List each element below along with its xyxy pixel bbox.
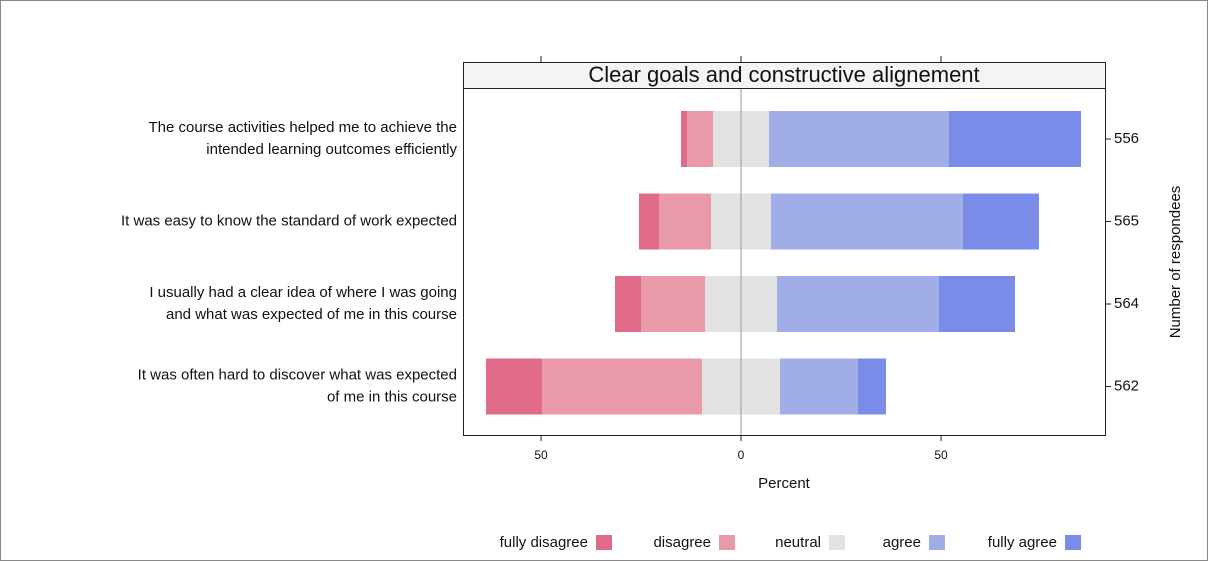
- y2-axis-label: Number of respondees: [1167, 186, 1184, 339]
- bar-segment: [777, 276, 939, 332]
- bar-segment: [769, 111, 949, 167]
- bar-segment: [771, 193, 963, 250]
- legend-label: fully agree: [988, 534, 1057, 551]
- legend-swatch: [719, 535, 735, 550]
- bar-segment: [486, 358, 542, 415]
- bar-segment: [681, 111, 687, 167]
- y2-tick-label: 562: [1114, 377, 1139, 394]
- x-tick-label: 50: [534, 448, 548, 462]
- y-tick-label: of me in this course: [327, 388, 457, 405]
- y2-tick-label: 556: [1114, 130, 1139, 147]
- bar-segment: [615, 276, 641, 332]
- panel: [463, 88, 1106, 436]
- bar-segment: [963, 193, 1039, 250]
- bar-segment: [858, 358, 886, 415]
- y2-tick-label: 565: [1114, 212, 1139, 229]
- x-tick-label: 0: [738, 448, 745, 462]
- bar-segment: [949, 111, 1081, 167]
- y-tick-label: It was easy to know the standard of work…: [121, 212, 457, 229]
- legend-swatch: [596, 535, 612, 550]
- legend-swatch: [829, 535, 845, 550]
- bar-segment: [780, 358, 858, 415]
- y2-tick-label: 564: [1114, 295, 1139, 312]
- legend-label: disagree: [653, 534, 711, 551]
- y-tick-label: and what was expected of me in this cour…: [166, 306, 457, 323]
- y-tick-label: It was often hard to discover what was e…: [138, 366, 457, 383]
- legend-label: agree: [883, 534, 921, 551]
- legend-swatch: [1065, 535, 1081, 550]
- bar-segment: [542, 358, 702, 415]
- bar-segment: [639, 193, 659, 250]
- x-axis-label: Percent: [758, 475, 811, 492]
- legend-label: fully disagree: [500, 534, 588, 551]
- y-tick-label: The course activities helped me to achie…: [148, 119, 457, 136]
- y-tick-label: intended learning outcomes efficiently: [206, 141, 457, 158]
- bar-segment: [659, 193, 711, 250]
- bar-segment: [939, 276, 1015, 332]
- x-tick-label: 50: [934, 448, 948, 462]
- bar-segment: [687, 111, 713, 167]
- y-tick-label: I usually had a clear idea of where I wa…: [149, 284, 457, 301]
- legend-swatch: [929, 535, 945, 550]
- legend-label: neutral: [775, 534, 821, 551]
- bar-segment: [641, 276, 705, 332]
- chart-title: Clear goals and constructive alignement: [588, 62, 979, 87]
- strip: [463, 62, 1106, 89]
